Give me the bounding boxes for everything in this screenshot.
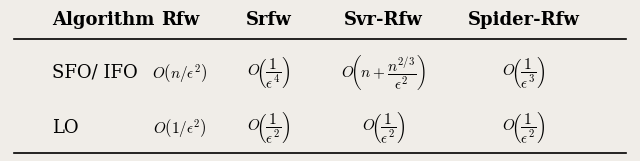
Text: $O\left(n/\epsilon^2\right)$: $O\left(n/\epsilon^2\right)$ [152,62,207,84]
Text: $O\!\left(\dfrac{1}{\epsilon^4}\right)$: $O\!\left(\dfrac{1}{\epsilon^4}\right)$ [247,55,291,90]
Text: Algorithm: Algorithm [52,11,155,29]
Text: Svr-Rfw: Svr-Rfw [344,11,423,29]
Text: $O\!\left(\dfrac{1}{\epsilon^2}\right)$: $O\!\left(\dfrac{1}{\epsilon^2}\right)$ [247,110,291,146]
Text: $O\!\left(n+\dfrac{n^{2/3}}{\epsilon^2}\right)$: $O\!\left(n+\dfrac{n^{2/3}}{\epsilon^2}\… [341,53,426,92]
Text: Srfw: Srfw [246,11,292,29]
Text: $O\!\left(\dfrac{1}{\epsilon^2}\right)$: $O\!\left(\dfrac{1}{\epsilon^2}\right)$ [502,110,545,146]
Text: LO: LO [52,119,79,137]
Text: $O\left(1/\epsilon^2\right)$: $O\left(1/\epsilon^2\right)$ [153,117,207,139]
Text: SFO/ IFO: SFO/ IFO [52,64,138,82]
Text: Spider-Rfw: Spider-Rfw [468,11,580,29]
Text: Rfw: Rfw [161,11,199,29]
Text: $O\!\left(\dfrac{1}{\epsilon^2}\right)$: $O\!\left(\dfrac{1}{\epsilon^2}\right)$ [362,110,405,146]
Text: $O\!\left(\dfrac{1}{\epsilon^3}\right)$: $O\!\left(\dfrac{1}{\epsilon^3}\right)$ [502,55,545,90]
